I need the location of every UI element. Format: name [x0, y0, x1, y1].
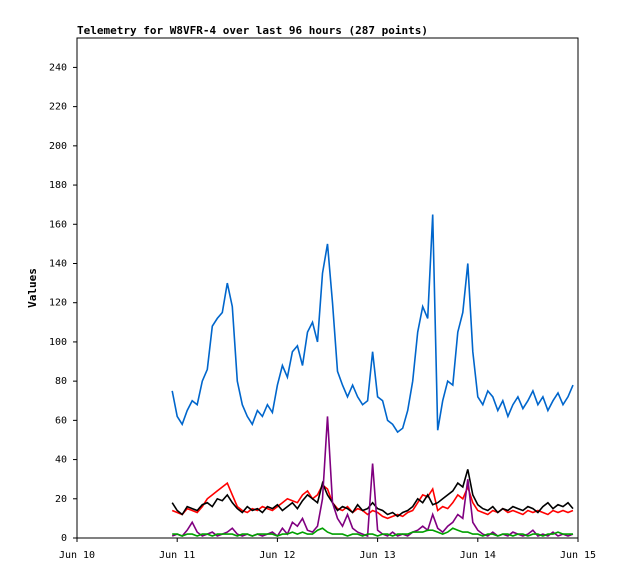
x-tick-label: Jun 13	[360, 550, 396, 561]
x-tick-label: Jun 12	[259, 550, 295, 561]
y-tick-label: 180	[49, 180, 67, 191]
series-line	[172, 527, 573, 537]
y-tick-label: 240	[49, 62, 67, 73]
series-line	[171, 469, 574, 518]
y-tick-label: 20	[55, 494, 67, 505]
y-tick-label: 200	[49, 141, 67, 152]
series-line	[171, 214, 574, 434]
x-tick-label: Jun 11	[159, 550, 195, 561]
y-tick-label: 40	[55, 455, 67, 466]
series-line	[171, 481, 574, 520]
y-tick-label: 80	[55, 376, 67, 387]
y-tick-label: 60	[55, 415, 67, 426]
y-axis-label: Values	[26, 268, 39, 308]
x-tick-label: Jun 10	[59, 550, 95, 561]
y-tick-label: 160	[49, 219, 67, 230]
y-tick-label: 140	[49, 258, 67, 269]
y-tick-label: 100	[49, 337, 67, 348]
chart-title: Telemetry for W8VFR-4 over last 96 hours…	[77, 24, 428, 37]
y-tick-label: 120	[49, 298, 67, 309]
plot-area	[76, 37, 579, 539]
x-tick-label: Jun 15	[560, 550, 596, 561]
y-tick-label: 0	[61, 533, 67, 544]
y-tick-label: 220	[49, 102, 67, 113]
x-tick-label: Jun 14	[460, 550, 496, 561]
